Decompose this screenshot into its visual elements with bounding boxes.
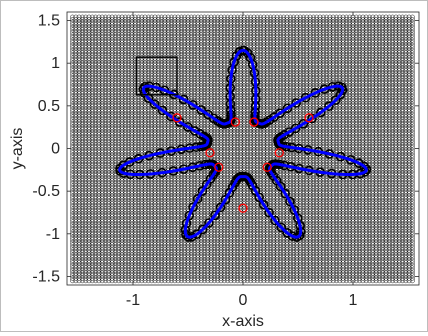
axis-labels: x-axis y-axis xyxy=(9,128,264,330)
inner-marker-7 xyxy=(205,148,215,158)
x-tick-label: 1 xyxy=(349,292,358,309)
inner-marker-5 xyxy=(262,162,272,172)
y-tick-label: -1 xyxy=(46,226,60,243)
inner-marker-8 xyxy=(238,203,248,213)
chart: -1 0 1 1.5 1 0.5 0 -0.5 -1 -1.5 x-axis y-axis xyxy=(9,11,420,330)
inset-box xyxy=(135,56,178,96)
inner-marker-4 xyxy=(274,148,284,158)
y-tick-label: 0.5 xyxy=(38,98,60,115)
y-tick-label: 0 xyxy=(51,141,60,158)
x-tick-label: 0 xyxy=(239,292,248,309)
inner-marker-2 xyxy=(249,117,259,127)
y-tick-label: -1.5 xyxy=(32,268,60,285)
inner-marker-3 xyxy=(304,113,314,123)
shape-layer xyxy=(115,45,372,242)
grid-point-markers xyxy=(70,14,415,284)
axes: -1 0 1 1.5 1 0.5 0 -0.5 -1 -1.5 xyxy=(32,11,420,309)
star-curve xyxy=(118,48,368,239)
x-axis-label: x-axis xyxy=(222,313,264,330)
y-tick-label: 1 xyxy=(51,55,60,72)
grid-points xyxy=(70,14,415,284)
y-tick-label: 1.5 xyxy=(38,13,60,30)
y-axis-label: y-axis xyxy=(9,128,26,170)
inner-marker-0 xyxy=(172,113,182,123)
y-tick-label: -0.5 xyxy=(32,183,60,200)
inner-marker-1 xyxy=(230,117,240,127)
inner-marker-6 xyxy=(214,162,224,172)
x-tick-label: -1 xyxy=(126,292,140,309)
